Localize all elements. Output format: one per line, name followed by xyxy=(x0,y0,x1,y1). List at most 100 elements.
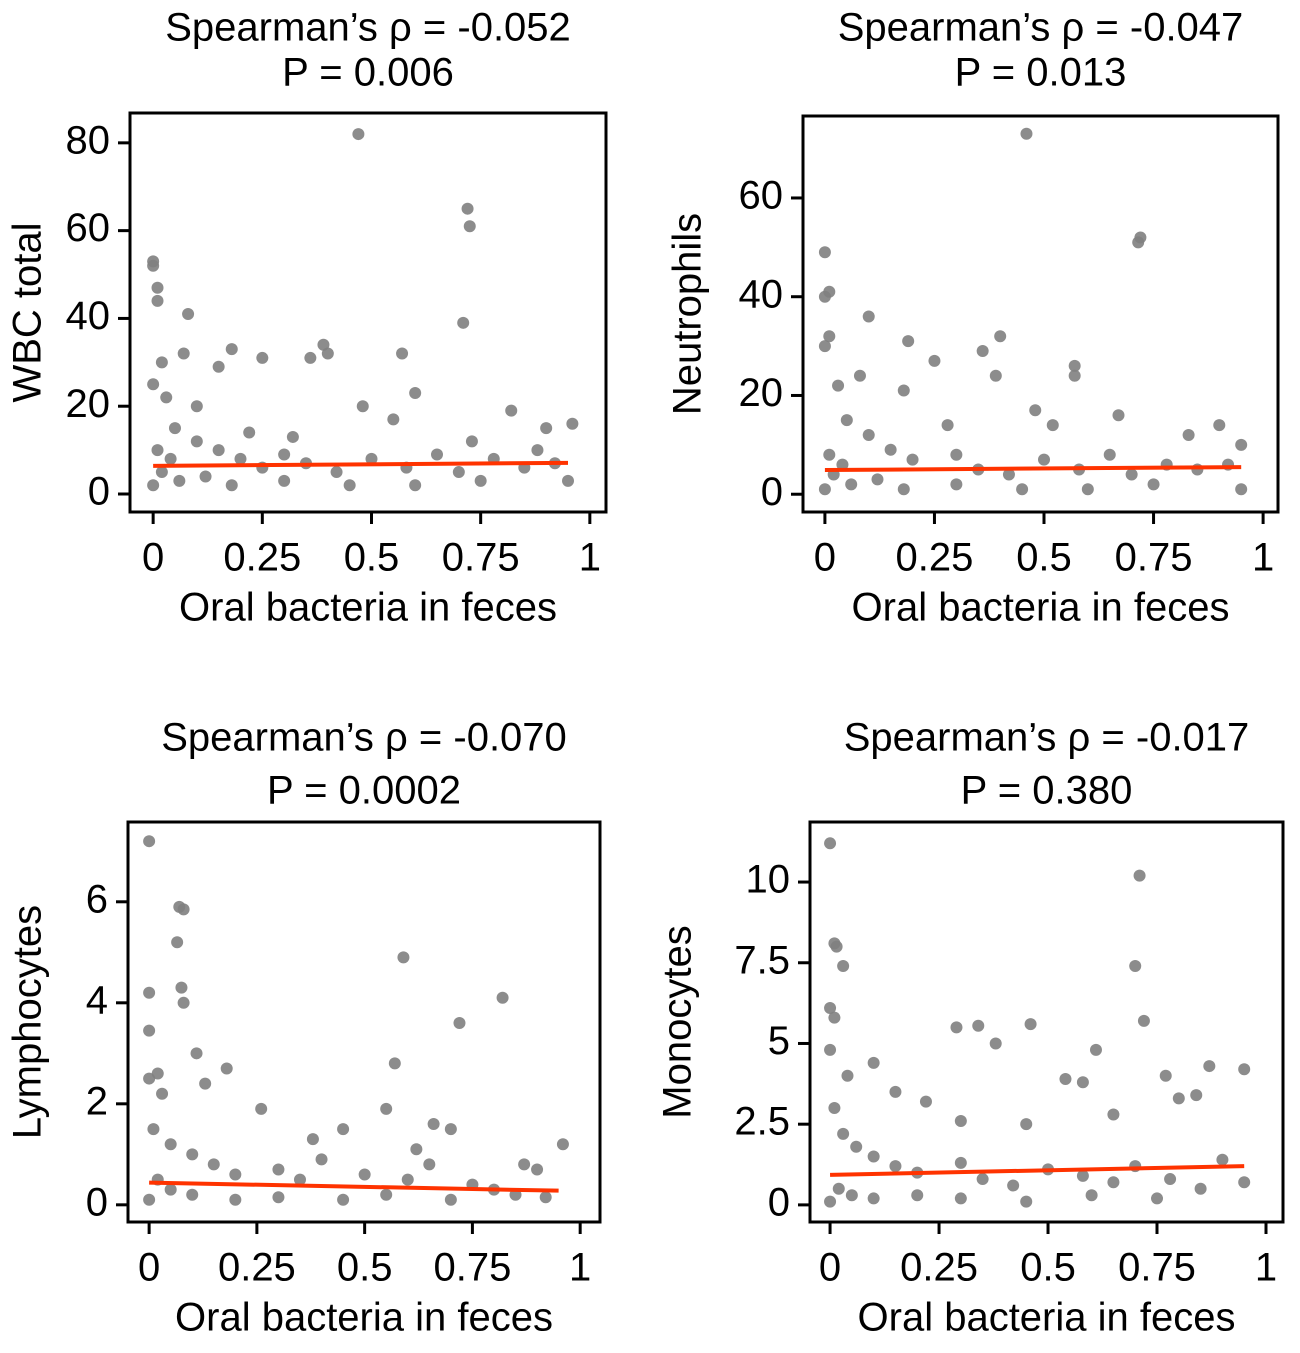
data-point xyxy=(950,448,963,461)
data-point xyxy=(256,351,269,364)
data-point xyxy=(1068,369,1081,382)
data-point xyxy=(867,1150,880,1163)
data-point xyxy=(1203,1060,1216,1073)
data-point xyxy=(147,479,160,492)
data-point xyxy=(286,430,299,443)
data-point xyxy=(867,1192,880,1205)
data-point xyxy=(453,1017,466,1030)
data-point xyxy=(539,1191,552,1204)
data-point xyxy=(337,1123,350,1136)
data-point xyxy=(1129,959,1142,972)
x-tick-label: 0.5 xyxy=(344,536,400,580)
data-point xyxy=(1194,1182,1207,1195)
data-point xyxy=(190,400,203,413)
x-axis-label: Oral bacteria in feces xyxy=(852,586,1230,630)
y-axis-label: Lymphocytes xyxy=(6,905,50,1139)
data-point xyxy=(212,444,225,457)
data-point xyxy=(818,246,831,259)
data-point xyxy=(151,444,164,457)
data-point xyxy=(143,986,156,999)
data-point xyxy=(321,347,334,360)
data-point xyxy=(1191,463,1204,476)
data-point xyxy=(840,414,853,427)
data-point xyxy=(356,400,369,413)
y-tick-label: 4 xyxy=(86,978,108,1022)
data-point xyxy=(397,951,410,964)
data-point xyxy=(1068,359,1081,372)
data-point xyxy=(304,351,317,364)
data-point xyxy=(862,428,875,441)
data-point xyxy=(143,1193,156,1206)
data-point xyxy=(171,936,184,949)
data-point xyxy=(293,1173,306,1186)
plot-frame xyxy=(126,820,602,1224)
y-tick-label: 7.5 xyxy=(734,938,790,982)
data-point xyxy=(976,1173,989,1186)
data-point xyxy=(164,452,177,465)
data-point xyxy=(824,1001,837,1014)
data-point xyxy=(156,1087,169,1100)
data-point xyxy=(177,347,190,360)
data-point xyxy=(919,1095,932,1108)
data-point xyxy=(824,1195,837,1208)
data-point xyxy=(177,903,190,916)
data-point xyxy=(824,837,837,850)
x-tick-label: 0.5 xyxy=(1016,536,1072,580)
y-tick-label: 10 xyxy=(746,858,791,902)
data-point xyxy=(954,1156,967,1169)
y-tick-label: 0 xyxy=(86,1180,108,1224)
data-point xyxy=(911,1189,924,1202)
data-point xyxy=(452,466,465,479)
data-point xyxy=(1112,409,1125,422)
data-point xyxy=(430,448,443,461)
data-point xyxy=(168,422,181,435)
y-tick-label: 0 xyxy=(768,1180,790,1224)
data-point xyxy=(337,1193,350,1206)
data-point xyxy=(186,1148,199,1161)
data-point xyxy=(229,1168,242,1181)
x-tick-label: 0.5 xyxy=(1020,1246,1076,1290)
y-axis-label: Monocytes xyxy=(656,925,700,1118)
data-point xyxy=(1235,438,1248,451)
data-point xyxy=(562,474,575,487)
panel-subtitle: P = 0.0002 xyxy=(267,769,461,813)
data-point xyxy=(950,478,963,491)
data-point xyxy=(1238,1063,1251,1076)
panel-title: Spearman’s ρ = -0.017 xyxy=(844,716,1250,760)
data-point xyxy=(531,1163,544,1176)
x-tick-label: 0.25 xyxy=(896,536,974,580)
data-point xyxy=(199,1077,212,1090)
data-point xyxy=(272,1163,285,1176)
data-point xyxy=(832,379,845,392)
panel-title: Spearman’s ρ = -0.047 xyxy=(838,6,1244,50)
data-point xyxy=(177,996,190,1009)
data-point xyxy=(1164,1173,1177,1186)
data-point xyxy=(234,452,247,465)
data-point xyxy=(1020,127,1033,140)
y-tick-label: 40 xyxy=(66,294,111,338)
data-point xyxy=(190,435,203,448)
data-point xyxy=(444,1193,457,1206)
panel-subtitle: P = 0.380 xyxy=(961,769,1133,813)
x-tick-label: 0.75 xyxy=(433,1246,511,1290)
data-point xyxy=(147,259,160,272)
data-point xyxy=(566,417,579,430)
panel-title: Spearman’s ρ = -0.052 xyxy=(165,6,571,50)
data-point xyxy=(387,413,400,426)
data-point xyxy=(465,435,478,448)
data-point xyxy=(457,316,470,329)
data-point xyxy=(837,1127,850,1140)
data-point xyxy=(867,1056,880,1069)
data-point xyxy=(155,356,168,369)
data-point xyxy=(1038,453,1051,466)
data-point xyxy=(889,1085,902,1098)
data-point xyxy=(1132,236,1145,249)
data-point xyxy=(889,1160,902,1173)
data-point xyxy=(143,1072,156,1085)
data-point xyxy=(175,981,188,994)
data-point xyxy=(832,1182,845,1195)
data-point xyxy=(147,1123,160,1136)
data-point xyxy=(540,422,553,435)
data-point xyxy=(164,1138,177,1151)
